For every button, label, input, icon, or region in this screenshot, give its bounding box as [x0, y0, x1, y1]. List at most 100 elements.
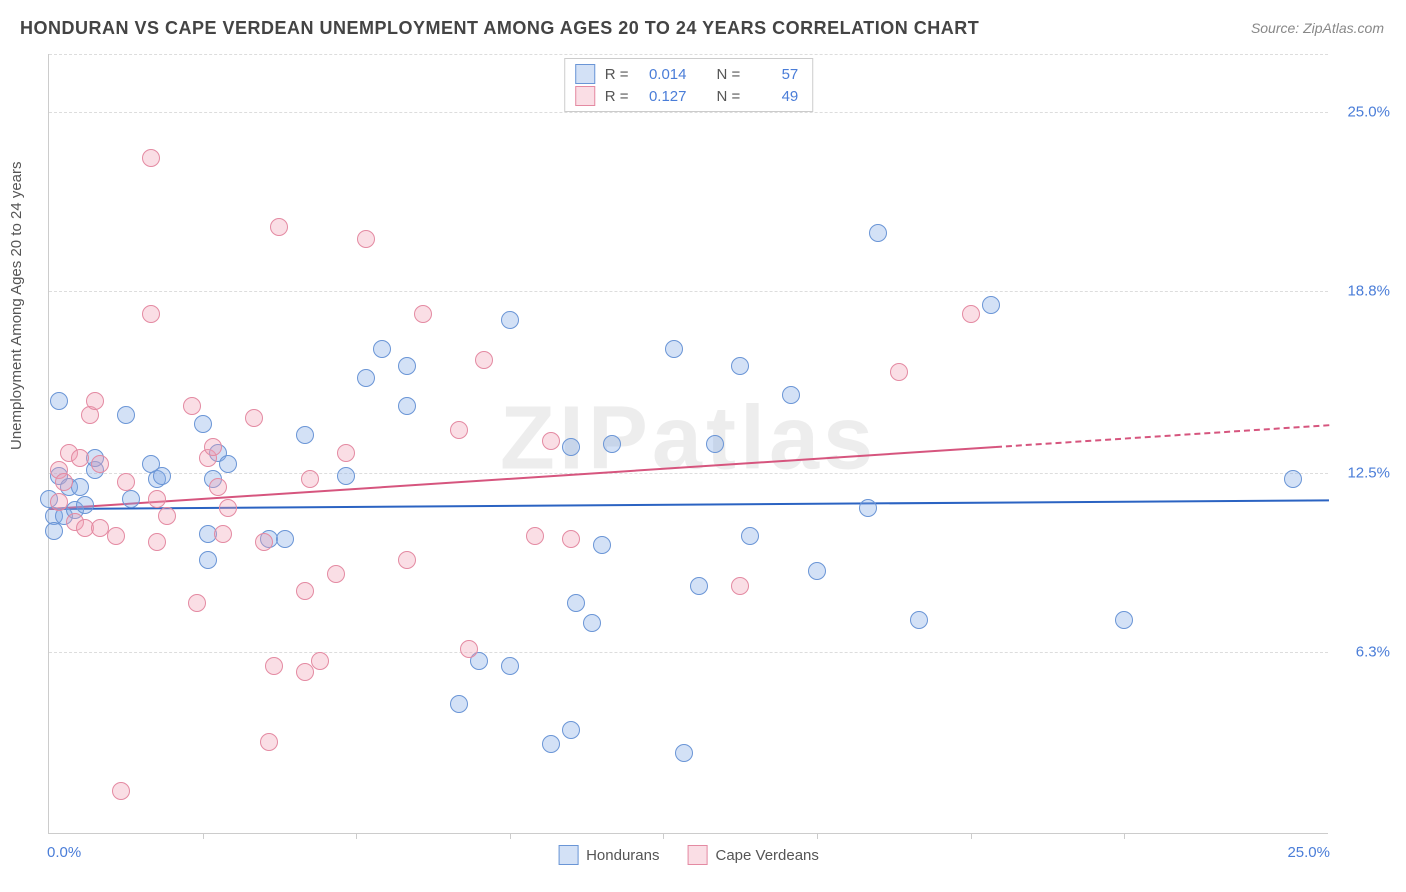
- data-point: [296, 663, 314, 681]
- data-point: [398, 551, 416, 569]
- n-value: 49: [750, 88, 798, 105]
- data-point: [276, 530, 294, 548]
- data-point: [690, 577, 708, 595]
- x-tickmark: [971, 833, 972, 839]
- data-point: [301, 470, 319, 488]
- data-point: [567, 594, 585, 612]
- data-point: [562, 530, 580, 548]
- data-point: [869, 224, 887, 242]
- data-point: [260, 733, 278, 751]
- data-point: [542, 432, 560, 450]
- data-point: [245, 409, 263, 427]
- data-point: [91, 455, 109, 473]
- data-point: [188, 594, 206, 612]
- data-point: [209, 478, 227, 496]
- stats-row: R = 0.127 N = 49: [575, 86, 799, 106]
- data-point: [50, 392, 68, 410]
- x-tickmark: [510, 833, 511, 839]
- data-point: [76, 496, 94, 514]
- stats-legend-box: R =0.014N =57R =0.127N =49: [564, 58, 814, 112]
- data-point: [962, 305, 980, 323]
- legend-label: Hondurans: [586, 847, 659, 864]
- source-credit: Source: ZipAtlas.com: [1251, 20, 1384, 36]
- data-point: [501, 311, 519, 329]
- data-point: [450, 695, 468, 713]
- data-point: [153, 467, 171, 485]
- data-point: [183, 397, 201, 415]
- data-point: [398, 357, 416, 375]
- data-point: [982, 296, 1000, 314]
- n-label: N =: [717, 88, 741, 105]
- data-point: [311, 652, 329, 670]
- legend-label: Cape Verdeans: [715, 847, 818, 864]
- data-point: [450, 421, 468, 439]
- data-point: [194, 415, 212, 433]
- data-point: [357, 369, 375, 387]
- chart-title: HONDURAN VS CAPE VERDEAN UNEMPLOYMENT AM…: [20, 18, 979, 39]
- n-label: N =: [717, 66, 741, 83]
- data-point: [86, 392, 104, 410]
- y-tick-label: 18.8%: [1347, 282, 1390, 299]
- y-tick-label: 6.3%: [1356, 644, 1390, 661]
- data-point: [255, 533, 273, 551]
- series-legend: Hondurans Cape Verdeans: [558, 845, 819, 865]
- legend-swatch: [687, 845, 707, 865]
- data-point: [808, 562, 826, 580]
- data-point: [910, 611, 928, 629]
- data-point: [890, 363, 908, 381]
- r-label: R =: [605, 88, 629, 105]
- data-point: [107, 527, 125, 545]
- x-tickmark: [356, 833, 357, 839]
- data-point: [782, 386, 800, 404]
- x-tickmark: [817, 833, 818, 839]
- x-tickmark: [663, 833, 664, 839]
- data-point: [71, 449, 89, 467]
- trend-line: [49, 499, 1329, 510]
- legend-swatch: [575, 64, 595, 84]
- gridline: [49, 54, 1328, 55]
- x-tick-min: 0.0%: [47, 844, 81, 861]
- data-point: [50, 493, 68, 511]
- data-point: [414, 305, 432, 323]
- scatter-plot: ZIPatlas R =0.014N =57R =0.127N =49 Hond…: [48, 54, 1328, 834]
- data-point: [148, 490, 166, 508]
- data-point: [398, 397, 416, 415]
- data-point: [117, 473, 135, 491]
- data-point: [265, 657, 283, 675]
- r-label: R =: [605, 66, 629, 83]
- gridline: [49, 291, 1328, 292]
- data-point: [706, 435, 724, 453]
- data-point: [593, 536, 611, 554]
- gridline: [49, 473, 1328, 474]
- data-point: [112, 782, 130, 800]
- data-point: [219, 499, 237, 517]
- data-point: [526, 527, 544, 545]
- data-point: [214, 525, 232, 543]
- data-point: [158, 507, 176, 525]
- r-value: 0.127: [639, 88, 687, 105]
- data-point: [142, 305, 160, 323]
- data-point: [337, 467, 355, 485]
- data-point: [296, 426, 314, 444]
- data-point: [71, 478, 89, 496]
- data-point: [337, 444, 355, 462]
- legend-swatch: [558, 845, 578, 865]
- legend-item: Hondurans: [558, 845, 659, 865]
- data-point: [859, 499, 877, 517]
- data-point: [475, 351, 493, 369]
- data-point: [501, 657, 519, 675]
- trend-line-dashed: [996, 424, 1329, 448]
- data-point: [142, 149, 160, 167]
- data-point: [562, 721, 580, 739]
- data-point: [542, 735, 560, 753]
- y-tick-label: 12.5%: [1347, 464, 1390, 481]
- r-value: 0.014: [639, 66, 687, 83]
- data-point: [219, 455, 237, 473]
- data-point: [122, 490, 140, 508]
- data-point: [148, 533, 166, 551]
- legend-swatch: [575, 86, 595, 106]
- data-point: [55, 473, 73, 491]
- x-tickmark: [203, 833, 204, 839]
- data-point: [603, 435, 621, 453]
- data-point: [583, 614, 601, 632]
